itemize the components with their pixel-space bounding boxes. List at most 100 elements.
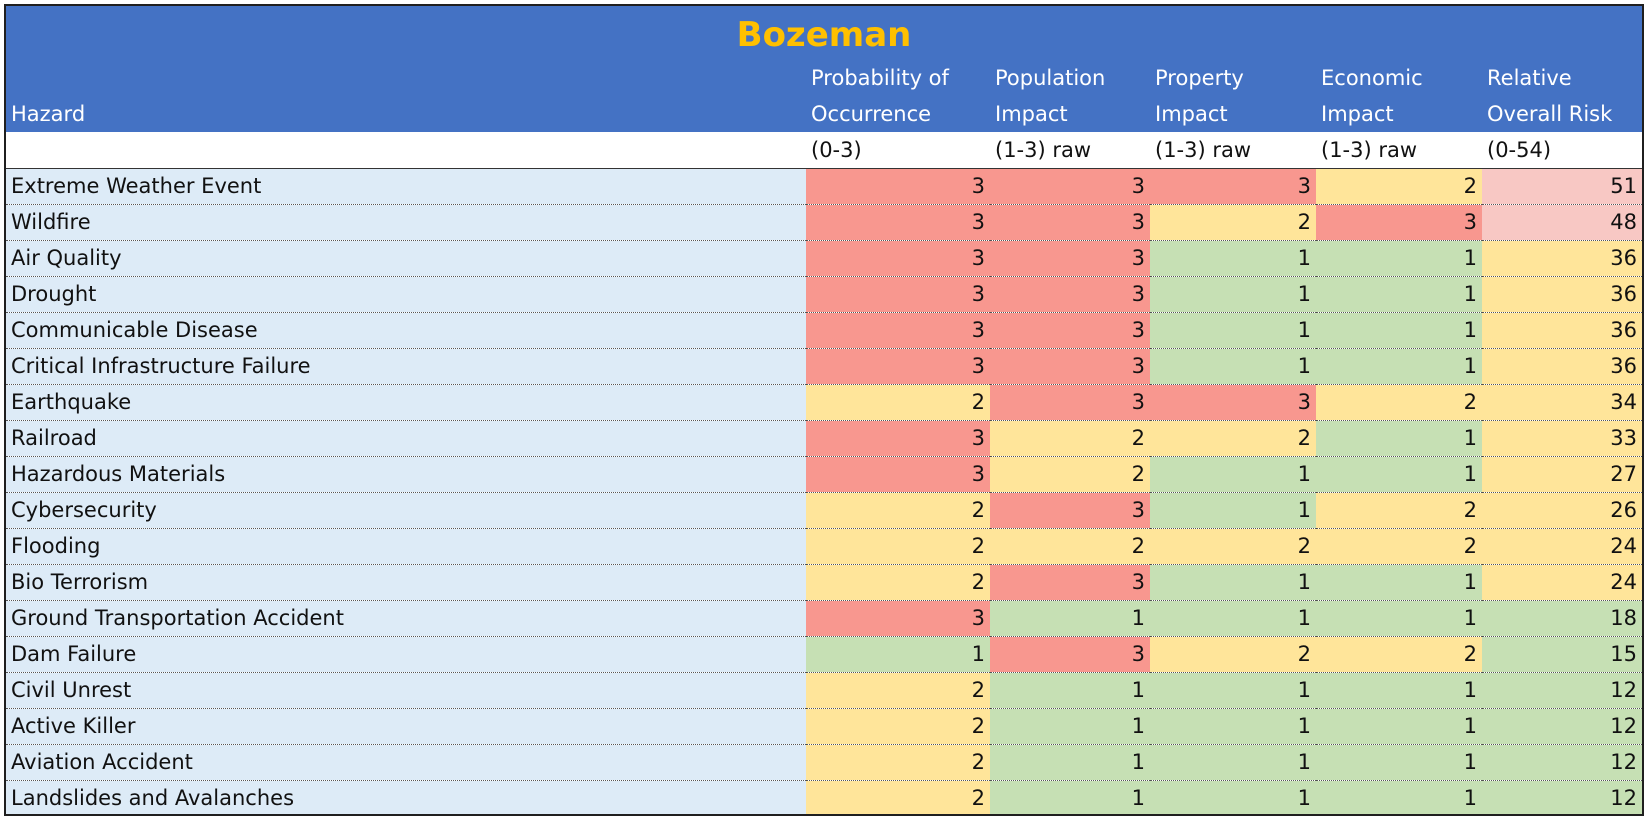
header-row-2: Hazard Occurrence Impact Impact Impact O… [6,96,1642,132]
hazard-name-cell: Wildfire [6,204,806,241]
population-impact-cell: 3 [990,204,1150,241]
hazard-name-cell: Active Killer [6,708,806,745]
overall-risk-cell: 26 [1482,492,1642,529]
header-overall-line2: Overall Risk [1482,96,1642,132]
probability-cell: 2 [806,492,990,529]
economic-impact-cell: 1 [1316,672,1482,709]
overall-risk-cell: 48 [1482,204,1642,241]
hazard-risk-table: Bozeman Probability of Population Proper… [4,4,1644,816]
economic-impact-cell: 2 [1316,636,1482,673]
header-row-1: Probability of Population Property Econo… [6,60,1642,96]
header-property-line1: Property [1150,60,1316,96]
header-population-line2: Impact [990,96,1150,132]
header-blank [6,60,806,96]
population-impact-cell: 1 [990,744,1150,781]
property-impact-cell: 2 [1150,528,1316,565]
hazard-name-cell: Hazardous Materials [6,456,806,493]
hazard-name-cell: Communicable Disease [6,312,806,349]
overall-risk-cell: 34 [1482,384,1642,421]
population-impact-cell: 3 [990,276,1150,313]
hazard-name-cell: Ground Transportation Accident [6,600,806,637]
probability-cell: 3 [806,420,990,457]
hazard-name-cell: Flooding [6,528,806,565]
probability-cell: 2 [806,384,990,421]
economic-impact-cell: 1 [1316,420,1482,457]
units-blank [6,132,806,169]
property-impact-cell: 2 [1150,636,1316,673]
overall-risk-cell: 33 [1482,420,1642,457]
property-impact-cell: 1 [1150,744,1316,781]
risk-matrix: Bozeman Probability of Population Proper… [6,6,1642,814]
economic-impact-cell: 1 [1316,744,1482,781]
overall-risk-cell: 24 [1482,528,1642,565]
property-impact-cell: 1 [1150,348,1316,385]
economic-impact-cell: 1 [1316,780,1482,814]
overall-risk-cell: 12 [1482,672,1642,709]
economic-impact-cell: 1 [1316,312,1482,349]
property-impact-cell: 1 [1150,708,1316,745]
economic-impact-cell: 2 [1316,384,1482,421]
property-impact-cell: 1 [1150,312,1316,349]
table-row: Active Killer 2 1 1 1 12 [6,708,1642,745]
hazard-name-cell: Cybersecurity [6,492,806,529]
property-impact-cell: 3 [1150,168,1316,205]
overall-risk-cell: 36 [1482,240,1642,277]
hazard-rows: Extreme Weather Event 3 3 3 2 51 Wildfire 3 3 2 3 4… [6,168,1642,814]
economic-impact-cell: 1 [1316,564,1482,601]
probability-cell: 2 [806,528,990,565]
probability-cell: 2 [806,672,990,709]
unit-property: (1-3) raw [1150,132,1316,169]
property-impact-cell: 1 [1150,240,1316,277]
unit-economic: (1-3) raw [1316,132,1482,169]
economic-impact-cell: 2 [1316,492,1482,529]
hazard-name-cell: Aviation Accident [6,744,806,781]
table-row: Cybersecurity 2 3 1 2 26 [6,492,1642,529]
probability-cell: 3 [806,240,990,277]
property-impact-cell: 1 [1150,456,1316,493]
table-row: Communicable Disease 3 3 1 1 36 [6,312,1642,349]
population-impact-cell: 3 [990,492,1150,529]
property-impact-cell: 1 [1150,276,1316,313]
hazard-name-cell: Critical Infrastructure Failure [6,348,806,385]
population-impact-cell: 3 [990,168,1150,205]
header-economic-line2: Impact [1316,96,1482,132]
table-row: Landslides and Avalanches 2 1 1 1 12 [6,780,1642,814]
property-impact-cell: 3 [1150,384,1316,421]
table-row: Wildfire 3 3 2 3 48 [6,204,1642,241]
probability-cell: 3 [806,312,990,349]
unit-population: (1-3) raw [990,132,1150,169]
probability-cell: 2 [806,708,990,745]
table-row: Hazardous Materials 3 2 1 1 27 [6,456,1642,493]
table-row: Extreme Weather Event 3 3 3 2 51 [6,168,1642,205]
population-impact-cell: 3 [990,240,1150,277]
table-row: Drought 3 3 1 1 36 [6,276,1642,313]
overall-risk-cell: 18 [1482,600,1642,637]
economic-impact-cell: 1 [1316,456,1482,493]
header-probability-line2: Occurrence [806,96,990,132]
probability-cell: 3 [806,168,990,205]
table-row: Flooding 2 2 2 2 24 [6,528,1642,565]
population-impact-cell: 3 [990,564,1150,601]
population-impact-cell: 3 [990,312,1150,349]
table-row: Civil Unrest 2 1 1 1 12 [6,672,1642,709]
table-row: Critical Infrastructure Failure 3 3 1 1 36 [6,348,1642,385]
header-population-line1: Population [990,60,1150,96]
unit-probability: (0-3) [806,132,990,169]
population-impact-cell: 1 [990,708,1150,745]
header-probability-line1: Probability of [806,60,990,96]
header-hazard: Hazard [6,96,806,132]
table-title: Bozeman [736,15,912,55]
population-impact-cell: 2 [990,456,1150,493]
population-impact-cell: 3 [990,636,1150,673]
table-row: Air Quality 3 3 1 1 36 [6,240,1642,277]
probability-cell: 3 [806,600,990,637]
hazard-name-cell: Civil Unrest [6,672,806,709]
overall-risk-cell: 12 [1482,708,1642,745]
overall-risk-cell: 27 [1482,456,1642,493]
property-impact-cell: 1 [1150,564,1316,601]
probability-cell: 3 [806,348,990,385]
overall-risk-cell: 51 [1482,168,1642,205]
property-impact-cell: 2 [1150,420,1316,457]
overall-risk-cell: 15 [1482,636,1642,673]
population-impact-cell: 1 [990,600,1150,637]
